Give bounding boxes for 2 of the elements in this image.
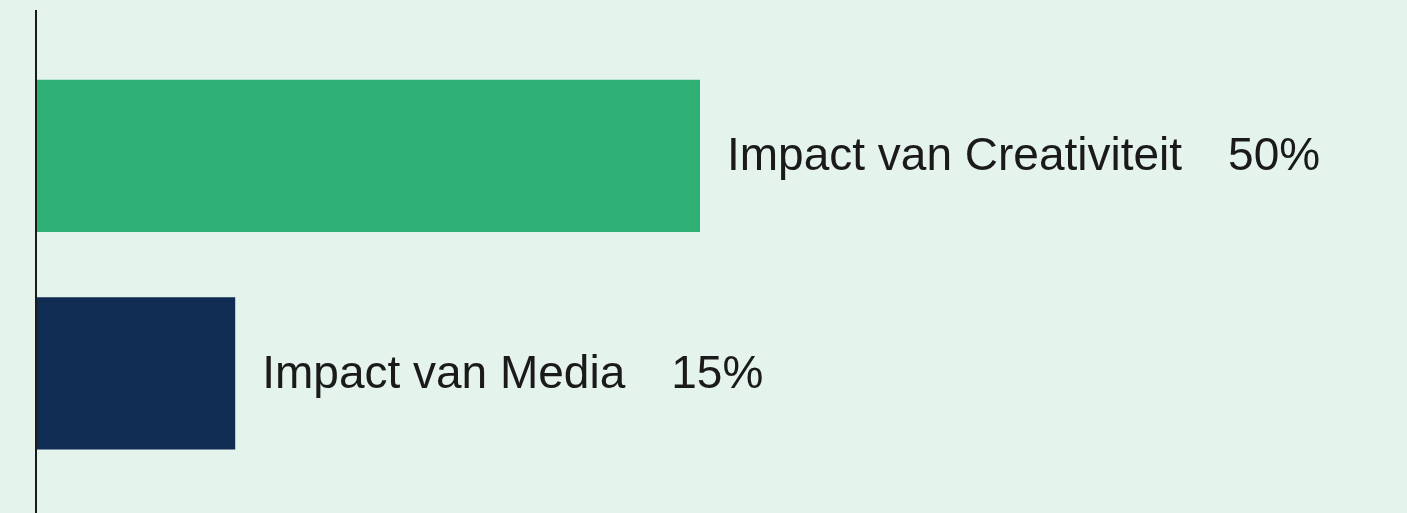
data-label: Impact van Creativiteit 50%	[727, 128, 1321, 181]
data-label: Impact van Media 15%	[262, 345, 764, 398]
